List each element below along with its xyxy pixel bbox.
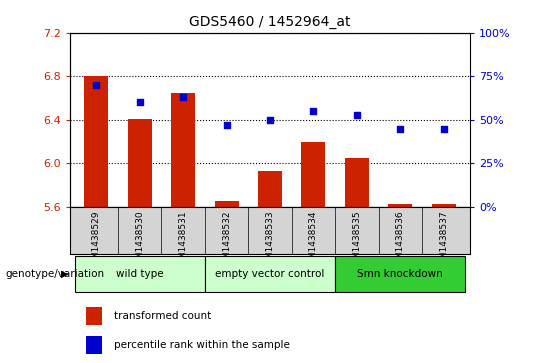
Bar <box>128 119 152 207</box>
Point <box>396 126 404 131</box>
Text: GSM1438530: GSM1438530 <box>135 211 144 271</box>
Point <box>92 82 100 88</box>
FancyBboxPatch shape <box>335 256 465 293</box>
FancyBboxPatch shape <box>205 256 335 293</box>
Text: GSM1438529: GSM1438529 <box>92 211 101 271</box>
Point <box>309 108 318 114</box>
Point <box>222 122 231 128</box>
Bar <box>214 201 239 207</box>
Point <box>179 94 187 100</box>
Text: ▶: ▶ <box>61 269 69 279</box>
Bar <box>432 204 456 207</box>
Bar <box>84 76 108 207</box>
Text: GSM1438536: GSM1438536 <box>396 211 405 271</box>
Bar <box>301 142 326 207</box>
Bar <box>345 158 369 207</box>
Text: transformed count: transformed count <box>114 311 211 321</box>
Point <box>136 99 144 105</box>
Text: GSM1438533: GSM1438533 <box>266 211 274 271</box>
Title: GDS5460 / 1452964_at: GDS5460 / 1452964_at <box>189 15 351 29</box>
Text: empty vector control: empty vector control <box>215 269 325 279</box>
Text: GSM1438531: GSM1438531 <box>179 211 187 271</box>
Text: GSM1438537: GSM1438537 <box>439 211 448 271</box>
Text: GSM1438532: GSM1438532 <box>222 211 231 271</box>
Text: percentile rank within the sample: percentile rank within the sample <box>114 340 290 350</box>
Bar <box>86 335 102 354</box>
FancyBboxPatch shape <box>75 256 205 293</box>
Bar <box>86 307 102 325</box>
Text: genotype/variation: genotype/variation <box>5 269 105 279</box>
Text: wild type: wild type <box>116 269 164 279</box>
Text: GSM1438535: GSM1438535 <box>353 211 361 271</box>
Point <box>266 117 274 123</box>
Text: GSM1438534: GSM1438534 <box>309 211 318 271</box>
Point <box>440 126 448 131</box>
Text: Smn knockdown: Smn knockdown <box>357 269 443 279</box>
Bar <box>171 93 195 207</box>
Point <box>353 112 361 118</box>
Bar <box>258 171 282 207</box>
Bar <box>388 204 412 207</box>
